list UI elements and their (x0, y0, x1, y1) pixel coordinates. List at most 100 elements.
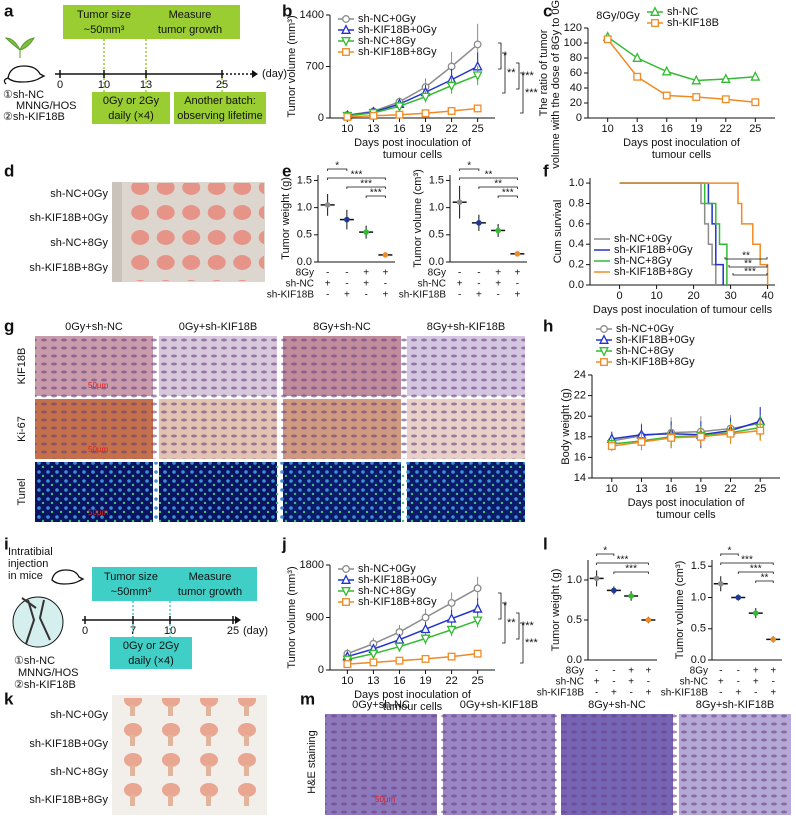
condition-sign: - (458, 268, 461, 279)
column-label: 0Gy+sh-KIF18B (179, 321, 258, 333)
point (394, 102, 405, 112)
y-tick-label: 1.5 (691, 560, 706, 572)
box-text: Measure (189, 571, 232, 583)
condition-sign: + (770, 666, 776, 677)
mean-dot (456, 199, 463, 205)
significance-bracket (596, 553, 615, 556)
x-tick-label: 10 (341, 675, 353, 687)
significance: *** (744, 267, 756, 278)
point (420, 623, 431, 634)
cell-label: MNNG/HOS (16, 100, 77, 112)
scale-bar: 50μm (375, 795, 396, 804)
condition-sign: - (326, 290, 329, 301)
x-tick-label: 22 (720, 123, 732, 135)
x-tick-label: 30 (724, 290, 736, 302)
mean-dot (593, 575, 600, 582)
box (174, 92, 266, 124)
x-tick-label: 19 (695, 483, 707, 495)
legend-marker (341, 37, 351, 47)
condition-sign: - (595, 688, 598, 699)
point (472, 616, 483, 627)
y-axis-label: Tumor volume (mm³) (286, 15, 298, 117)
condition-name: sh-NC (286, 279, 314, 290)
column-label: 8Gy+sh-KIF18B (696, 699, 775, 711)
condition-sign: + (594, 677, 600, 688)
y-tick-label: 1.5 (297, 174, 312, 186)
condition-sign: - (477, 279, 480, 290)
point (751, 98, 760, 107)
row-label: Ki-67 (16, 416, 28, 442)
legend-marker (599, 347, 609, 357)
legend-label: sh-NC+8Gy (614, 255, 672, 267)
significance: * (503, 50, 508, 62)
legend-label: sh-KIF18B+8Gy (614, 266, 693, 278)
series-line (607, 38, 756, 103)
condition-sign: + (753, 666, 759, 677)
significance-bracket (459, 168, 480, 171)
survival-curve (619, 182, 717, 285)
condition-name: sh-NC (418, 279, 446, 290)
condition-name: sh-NC (556, 677, 584, 688)
point (633, 72, 642, 81)
y-tick-label: 1.0 (569, 177, 584, 189)
y-axis-label: Tumor weight (g) (280, 177, 292, 260)
row-label: sh-NC+0Gy (50, 709, 108, 721)
significance: ** (507, 617, 516, 629)
condition-sign: - (384, 279, 387, 290)
schematic-a: 0 10 13 25 (day) Tumor size ~50mm³ Measu… (3, 5, 287, 124)
y-axis-label: volume with the dose of 8Gy to 0Gy(%) (550, 0, 562, 169)
row-label: sh-NC+0Gy (50, 188, 108, 200)
x-tick-label: 19 (419, 123, 431, 135)
series-line (611, 420, 761, 440)
condition-sign: + (628, 666, 634, 677)
x-axis-label: tumour cells (656, 509, 716, 521)
condition-sign: + (718, 677, 724, 688)
panel-label: h (543, 316, 553, 335)
legend-label: sh-KIF18B+8Gy (616, 356, 695, 368)
point (473, 40, 482, 49)
x-axis-label: Days post inoculation of (628, 497, 746, 509)
series-line (607, 36, 756, 82)
point (369, 658, 378, 667)
cell-texture (35, 462, 525, 522)
point (473, 649, 482, 658)
day-label: 13 (140, 79, 152, 91)
condition-sign: - (754, 688, 757, 699)
condition-sign: - (458, 290, 461, 301)
x-axis-label: Days post inoculation of (354, 137, 472, 149)
box-text: tumor growth (158, 24, 222, 36)
condition-name: sh-KIF18B (267, 290, 315, 301)
series-line (347, 619, 478, 661)
significance-bracket (755, 580, 774, 583)
knee-icon (12, 596, 64, 648)
legend-marker (651, 19, 659, 27)
y-tick-label: 0.0 (429, 256, 444, 268)
column-label: 8Gy+sh-KIF18B (427, 321, 506, 333)
y-tick-label: 16 (574, 451, 586, 463)
y-tick-label: 22 (574, 390, 586, 402)
condition-sign: + (382, 290, 388, 301)
box (92, 567, 170, 601)
y-tick-label: 40 (570, 82, 582, 94)
mean-dot (717, 580, 724, 587)
box (163, 567, 257, 601)
y-axis-label: The ratio of tumor (538, 29, 550, 116)
x-axis-label: Days post inoculation of (354, 689, 472, 701)
legend-marker (599, 334, 609, 344)
panel-label: e (282, 161, 291, 180)
x-tick-label: 19 (690, 123, 702, 135)
box (92, 92, 170, 124)
connectors (132, 601, 171, 637)
x-tick-label: 25 (472, 675, 484, 687)
cell-label: ②sh-KIF18B (14, 679, 76, 691)
significance: *** (370, 188, 382, 199)
significance: *** (525, 637, 539, 649)
series-line (611, 426, 761, 445)
box-text: observing lifetime (177, 110, 263, 122)
significance: ** (494, 179, 502, 190)
series-line (611, 422, 761, 442)
point (420, 92, 431, 103)
he-m: H&E staining 0Gy+sh-NC 0Gy+sh-KIF18B 8Gy… (306, 699, 791, 815)
scale-bar: 50μm (88, 445, 109, 454)
